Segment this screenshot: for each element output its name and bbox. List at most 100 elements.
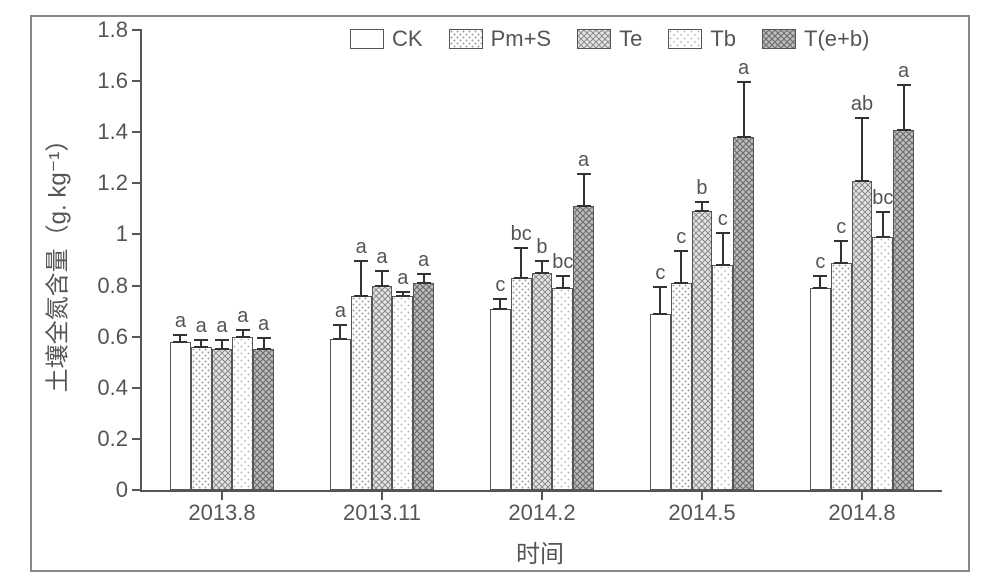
significance-label: a [418,249,429,272]
error-bar [840,241,842,264]
chart-frame: CKPm+STeTbT(e+b) 土壤全氮含量（g. kg⁻¹） 时间 00.2… [0,0,1000,587]
y-tick [132,233,142,235]
bar: a [413,283,434,490]
significance-label: a [237,305,248,328]
x-tick-label: 2013.8 [188,500,255,526]
error-cap [236,336,250,338]
error-bar [520,248,522,279]
significance-label: bc [872,187,893,210]
bar: a [253,349,274,490]
error-cap [577,205,591,207]
error-cap [194,346,208,348]
significance-label: c [718,208,728,231]
y-tick-label: 0.4 [97,375,128,401]
legend-swatch [350,29,384,49]
significance-label: b [696,177,707,200]
error-bar [743,82,745,138]
bar: c [490,309,511,490]
significance-label: a [376,246,387,269]
error-bar [659,287,661,315]
error-cap [577,173,591,175]
x-axis-title: 时间 [516,534,564,569]
bar: c [810,288,831,490]
error-cap [695,210,709,212]
error-cap [653,313,667,315]
bar: a [372,286,393,490]
error-cap [897,84,911,86]
error-cap [737,136,751,138]
significance-label: c [655,262,665,285]
bar: bc [511,278,532,490]
y-tick-label: 1.4 [97,119,128,145]
legend-label: T(e+b) [804,26,869,52]
error-cap [897,129,911,131]
error-cap [417,282,431,284]
legend-item-teb: T(e+b) [762,26,869,52]
y-tick [132,29,142,31]
error-cap [716,232,730,234]
error-cap [535,272,549,274]
x-tick [701,490,703,500]
x-tick [221,490,223,500]
error-cap [716,264,730,266]
legend-label: CK [392,26,423,52]
x-tick-label: 2014.5 [668,500,735,526]
error-cap [375,270,389,272]
error-cap [375,285,389,287]
error-cap [876,236,890,238]
error-bar [722,233,724,266]
significance-label: c [495,274,505,297]
error-bar [680,251,682,284]
significance-label: c [676,226,686,249]
error-cap [173,334,187,336]
legend-item-tb: Tb [668,26,736,52]
y-tick-label: 0.2 [97,426,128,452]
x-tick-label: 2013.11 [343,500,421,526]
x-tick-label: 2014.8 [828,500,895,526]
error-cap [876,211,890,213]
significance-label: a [898,60,909,83]
error-cap [834,240,848,242]
y-tick-label: 1.6 [97,68,128,94]
y-tick-label: 0.6 [97,324,128,350]
x-tick [861,490,863,500]
legend-item-ck: CK [350,26,423,52]
legend-swatch [762,29,796,49]
error-bar [882,212,884,238]
y-tick [132,387,142,389]
error-cap [493,298,507,300]
y-tick [132,131,142,133]
y-tick [132,285,142,287]
error-cap [194,339,208,341]
bar: bc [872,237,893,490]
error-cap [396,291,410,293]
error-cap [417,273,431,275]
bar: c [831,263,852,490]
significance-label: a [258,313,269,336]
legend: CK Pm+S Te Tb T(e+b) [350,26,869,52]
error-cap [354,295,368,297]
significance-label: a [578,149,589,172]
y-axis-title: 土壤全氮含量（g. kg⁻¹） [38,128,73,393]
legend-item-te: Te [577,26,642,52]
error-cap [834,262,848,264]
error-cap [236,329,250,331]
bar: ab [852,181,873,490]
error-cap [396,295,410,297]
error-cap [535,260,549,262]
error-cap [813,275,827,277]
bar: bc [552,288,573,490]
significance-label: b [536,236,547,259]
error-cap [556,287,570,289]
bar: a [232,337,253,490]
y-tick [132,80,142,82]
bar: c [650,314,671,490]
bar: a [893,130,914,490]
bar: c [671,283,692,490]
error-cap [257,337,271,339]
legend-item-pms: Pm+S [449,26,552,52]
bar: a [573,206,594,490]
significance-label: a [335,300,346,323]
error-cap [173,341,187,343]
bar: a [212,349,233,490]
